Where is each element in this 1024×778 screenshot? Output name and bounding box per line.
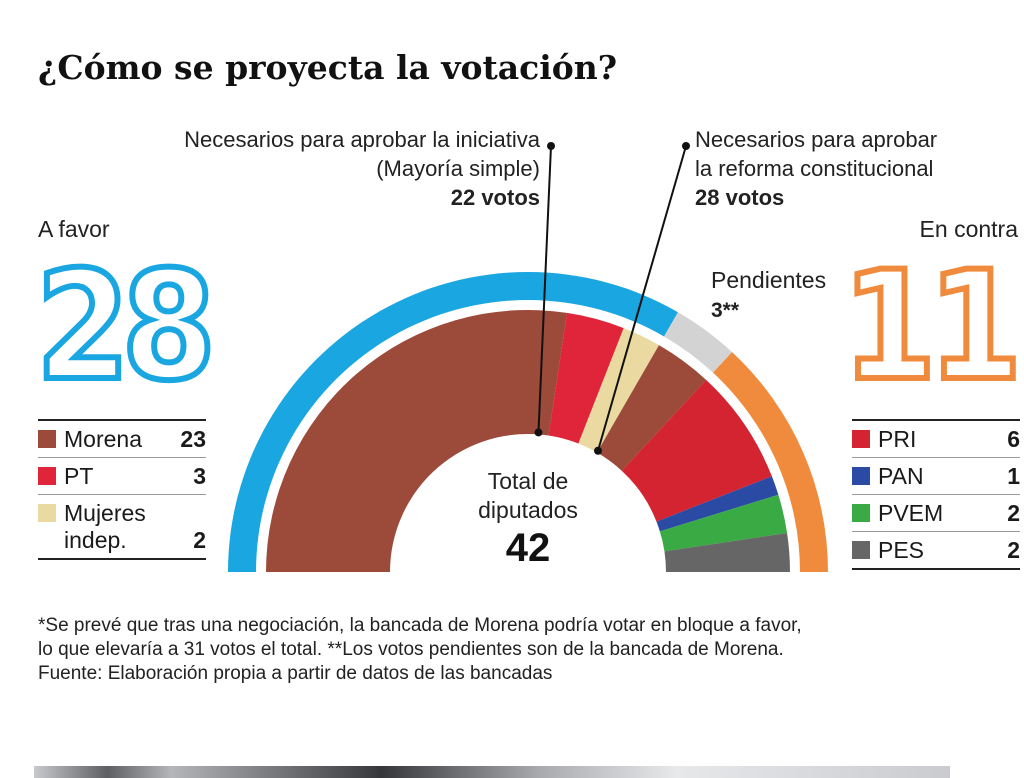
legend-swatch: [38, 504, 56, 522]
footnote: *Se prevé que tras una negociación, la b…: [38, 614, 998, 686]
footnote-source: Fuente: Elaboración propia a partir de d…: [38, 663, 553, 684]
legend-swatch: [852, 504, 870, 522]
legend-item-pri: PRI 6: [852, 421, 1020, 458]
center-label-line1: Total de: [488, 468, 569, 494]
legend-item-pan: PAN 1: [852, 458, 1020, 495]
slice-pt: [548, 312, 624, 444]
legend-item-pes: PES 2: [852, 532, 1020, 568]
legend-item-value: 2: [1007, 500, 1020, 526]
legend-item-value: 3: [193, 463, 206, 489]
chart-title: ¿Cómo se proyecta la votación?: [38, 48, 618, 87]
legend-item-label: PRI: [878, 426, 917, 452]
legend-swatch: [852, 430, 870, 448]
favor-label: A favor: [38, 216, 110, 242]
threshold-line-28: [597, 145, 687, 452]
legend-item-value: 1: [1007, 463, 1020, 489]
slice-pvem: [659, 494, 788, 552]
slice-mujeres-indep: [578, 328, 659, 453]
simple-majority-line2: (Mayoría simple): [376, 156, 540, 181]
slice-pri: [621, 379, 772, 522]
constitutional-reform-line1: Necesarios para aprobar: [695, 127, 938, 152]
legend-item-value: 23: [180, 426, 206, 452]
legend-swatch: [38, 467, 56, 485]
legend-item-value: 2: [1007, 537, 1020, 563]
ring-a-favor: [228, 272, 678, 572]
legend-item-value: 2: [193, 527, 206, 553]
threshold-dot-22: [534, 428, 543, 437]
footnote-line1: *Se prevé que tras una negociación, la b…: [38, 615, 802, 636]
constitutional-reform-line2: la reforma constitucional: [695, 156, 934, 181]
threshold-end-dot-22: [547, 142, 555, 150]
legend-item-pvem: PVEM 2: [852, 495, 1020, 532]
slice-pan: [656, 476, 779, 532]
ring-pendientes: [664, 312, 733, 373]
slice-pes: [664, 532, 790, 572]
favor-legend: Morena 23 PT 3 Mujeres indep. 2: [38, 419, 206, 560]
legend-swatch: [852, 467, 870, 485]
threshold-end-dot-28: [682, 142, 690, 150]
pending-value: 3**: [711, 299, 740, 322]
simple-majority-line1: Necesarios para aprobar la iniciativa: [184, 127, 540, 152]
threshold-dot-28: [594, 446, 602, 455]
footnote-line2: lo que elevaría a 31 votos el total. **L…: [38, 639, 784, 660]
legend-item-label: PAN: [878, 463, 924, 489]
legend-item-pt: PT 3: [38, 458, 206, 495]
contra-label: En contra: [919, 216, 1018, 242]
legend-item-label: Morena: [64, 426, 142, 452]
legend-swatch: [852, 541, 870, 559]
legend-item-label: PES: [878, 537, 925, 563]
photo-edge: [34, 766, 950, 778]
center-label-line2: diputados: [478, 497, 578, 523]
contra-total: 11: [839, 240, 1024, 414]
legend-item-label: PVEM: [878, 500, 944, 526]
legend-item-label: PT: [64, 463, 94, 489]
slice-morena: [266, 309, 568, 572]
legend-swatch: [38, 430, 56, 448]
constitutional-reform-votes: 28 votos: [695, 185, 785, 210]
legend-item-morena: Morena 23: [38, 421, 206, 458]
center-total: 42: [506, 526, 551, 570]
favor-total: 28: [33, 240, 219, 414]
slice-morena: [597, 345, 707, 471]
legend-item-value: 6: [1007, 426, 1020, 452]
ring-en-contra: [713, 352, 828, 572]
simple-majority-votes: 22 votos: [450, 185, 540, 210]
constitutional-reform-note: Necesarios para aprobar la reforma const…: [695, 125, 937, 212]
simple-majority-note: Necesarios para aprobar la iniciativa (M…: [184, 125, 540, 212]
legend-item-label: Mujeres indep.: [64, 500, 146, 553]
pending-label: Pendientes: [711, 267, 826, 293]
contra-legend: PRI 6 PAN 1 PVEM 2 PES 2: [852, 419, 1020, 570]
legend-item-mujeres-indep: Mujeres indep. 2: [38, 495, 206, 558]
threshold-line-22: [537, 145, 552, 433]
